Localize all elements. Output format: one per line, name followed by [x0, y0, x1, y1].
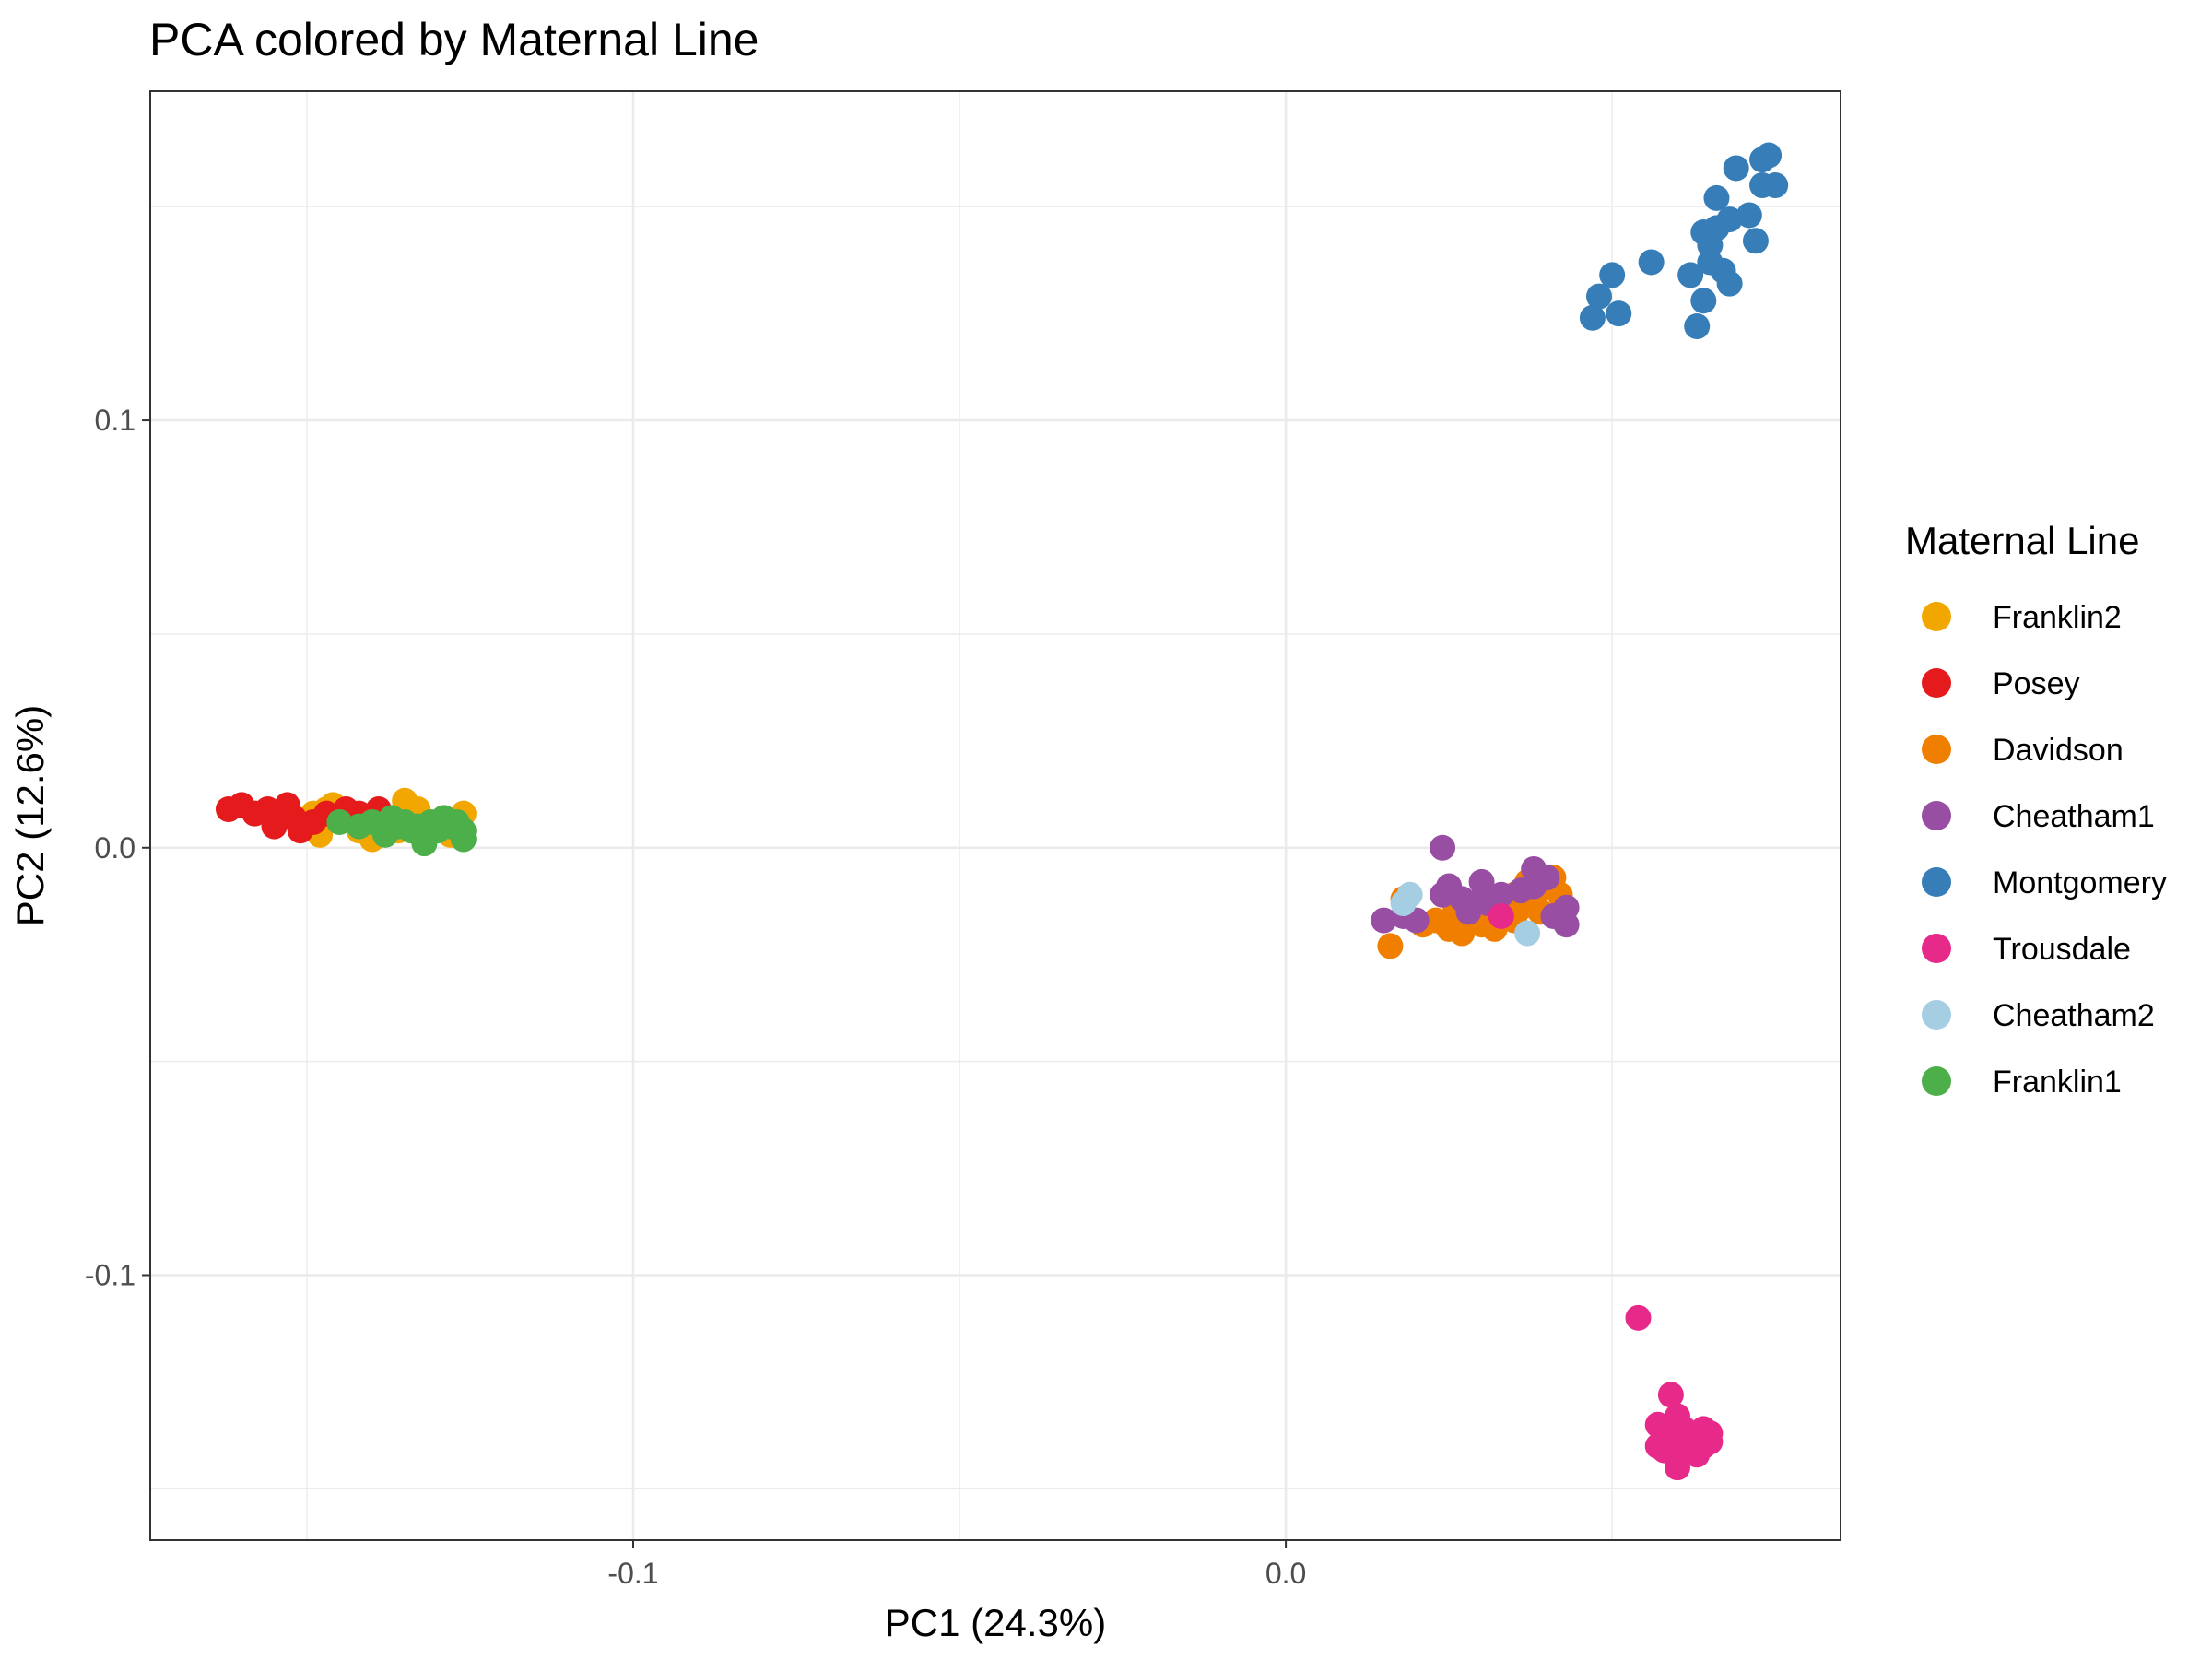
legend-label-franklin2: Franklin2 [1993, 600, 2122, 635]
legend-key-franklin1 [1922, 1066, 1951, 1096]
point-cheatham2 [1514, 920, 1541, 947]
legend-key-posey [1922, 668, 1951, 698]
legend-label-franklin1: Franklin1 [1993, 1065, 2122, 1100]
legend-key-trousdale [1922, 934, 1951, 963]
point-franklin1 [450, 826, 477, 853]
point-montgomery [1684, 313, 1711, 340]
legend-label-trousdale: Trousdale [1993, 932, 2131, 967]
gridlines [150, 91, 1841, 1540]
legend-key-cheatham1 [1922, 801, 1951, 830]
point-montgomery [1716, 206, 1743, 233]
point-montgomery [1756, 142, 1783, 169]
x-axis-title: PC1 (24.3%) [885, 1601, 1106, 1644]
legend: Maternal Line Franklin2 Posey Davidson Chea… [1905, 519, 2167, 1100]
legend-label-cheatham1: Cheatham1 [1993, 799, 2155, 834]
y-tick-label: -0.1 [85, 1258, 135, 1291]
y-tick-label: 0.0 [95, 831, 135, 865]
x-tick-label: -0.1 [607, 1557, 658, 1590]
y-tick-label: 0.1 [95, 404, 135, 437]
legend-key-montgomery [1922, 867, 1951, 897]
point-montgomery [1586, 283, 1612, 310]
point-cheatham2 [1396, 881, 1423, 908]
point-cheatham1 [1521, 855, 1547, 882]
point-cheatham1 [1553, 912, 1580, 938]
point-trousdale [1697, 1429, 1724, 1455]
point-montgomery [1762, 172, 1789, 199]
point-franklin1 [326, 808, 353, 835]
point-montgomery [1742, 228, 1769, 254]
point-montgomery [1716, 270, 1743, 297]
point-montgomery [1703, 184, 1730, 211]
point-cheatham1 [1430, 834, 1456, 861]
plot-panel-border [149, 90, 1841, 1541]
legend-key-cheatham2 [1922, 1000, 1951, 1030]
point-montgomery [1599, 262, 1626, 288]
point-montgomery [1579, 304, 1606, 331]
point-davidson [1377, 933, 1404, 959]
legend-label-davidson: Davidson [1993, 733, 2124, 768]
point-montgomery [1735, 202, 1762, 229]
chart-title: PCA colored by Maternal Line [149, 14, 759, 65]
point-montgomery [1690, 288, 1717, 314]
point-trousdale [1488, 902, 1514, 929]
y-axis-title: PC2 (12.6%) [8, 705, 52, 926]
x-tick-label: 0.0 [1265, 1557, 1306, 1590]
legend-label-montgomery: Montgomery [1993, 865, 2167, 900]
point-montgomery [1638, 249, 1665, 276]
legend-label-posey: Posey [1993, 666, 2080, 701]
point-trousdale [1657, 1382, 1684, 1408]
point-montgomery [1723, 155, 1749, 182]
legend-key-davidson [1922, 735, 1951, 764]
data-points [215, 142, 1789, 1481]
point-trousdale [1625, 1304, 1652, 1331]
legend-label-cheatham2: Cheatham2 [1993, 998, 2155, 1033]
point-cheatham1 [1468, 868, 1495, 895]
axes: -0.1 0.0 -0.1 0.0 0.1 [85, 404, 1306, 1590]
point-cheatham1 [1371, 907, 1397, 934]
point-montgomery [1606, 300, 1632, 327]
legend-title: Maternal Line [1905, 519, 2139, 562]
legend-key-franklin2 [1922, 602, 1951, 631]
point-montgomery [1677, 262, 1704, 288]
point-posey [261, 813, 288, 840]
